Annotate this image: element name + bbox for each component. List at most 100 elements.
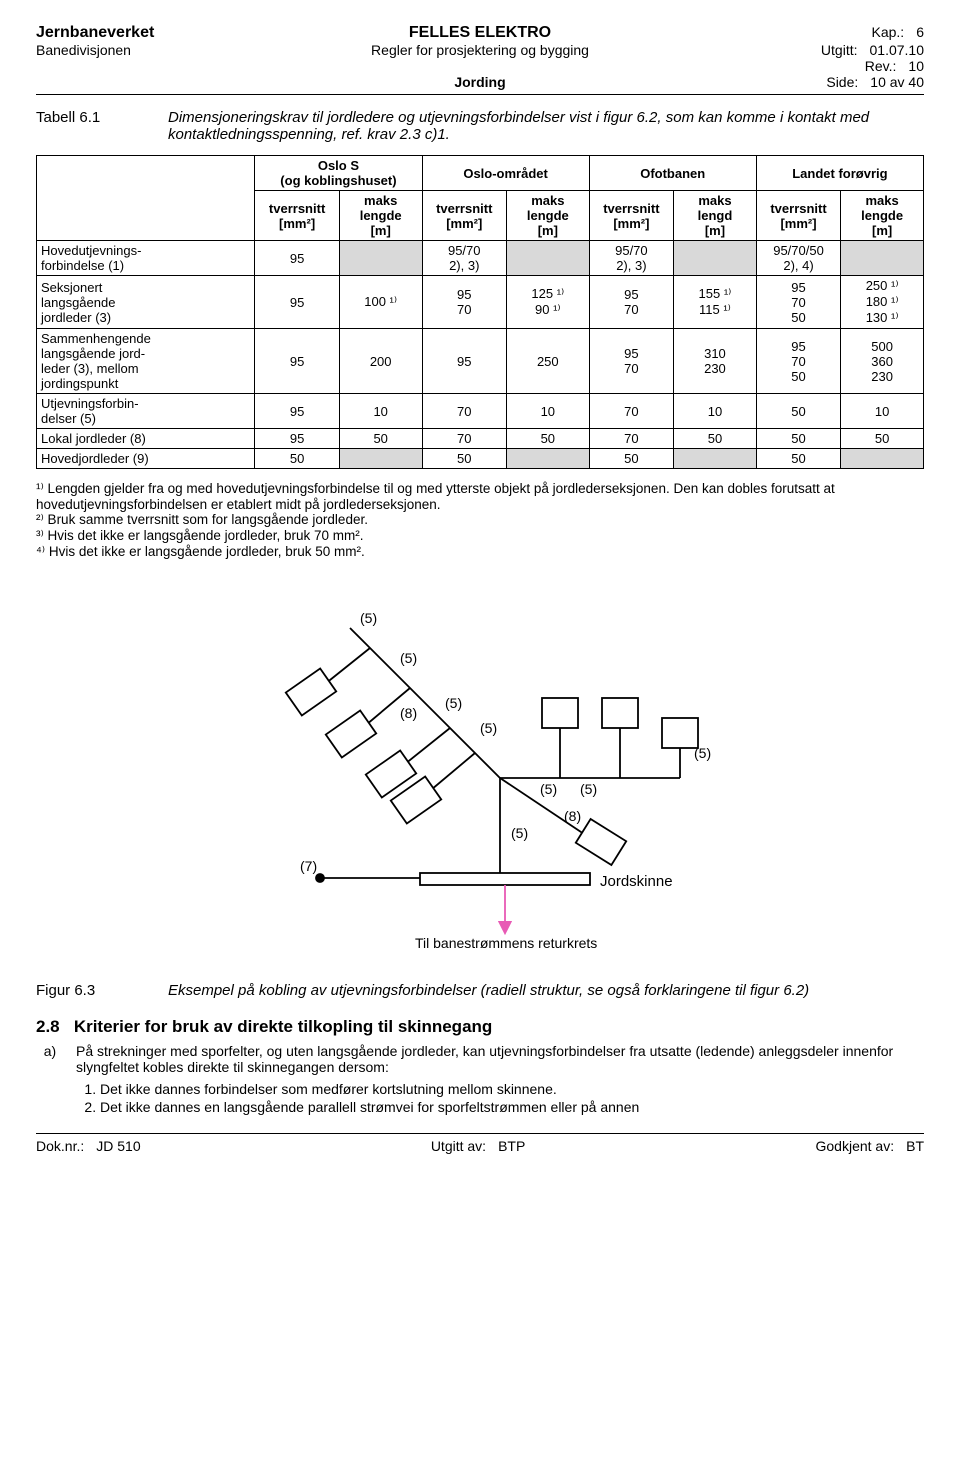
cell-1-3: 125 ¹⁾ 90 ¹⁾: [506, 276, 589, 329]
page-footer: Dok.nr.:JD 510 Utgitt av:BTP Godkjent av…: [36, 1133, 924, 1154]
diag-lbl-8: (8): [564, 808, 581, 824]
cell-4-6: 50: [756, 429, 840, 449]
cell-0-7: [841, 241, 924, 276]
org-name: Jernbaneverket: [36, 24, 154, 41]
section-heading: 2.8 Kriterier for bruk av direkte tilkop…: [36, 1017, 924, 1037]
row-head-0: Hovedutjevnings- forbindelse (1): [37, 241, 255, 276]
cell-3-1: 10: [339, 394, 422, 429]
cell-3-2: 70: [422, 394, 506, 429]
cell-5-4: 50: [589, 449, 673, 469]
diag-lbl-3: (5): [445, 695, 462, 711]
subcol-b-3: maks lengde [m]: [841, 191, 924, 241]
cell-2-4: 95 70: [589, 329, 673, 394]
kap-label: Kap.:: [872, 24, 905, 40]
cell-5-6: 50: [756, 449, 840, 469]
cell-2-7: 500 360 230: [841, 329, 924, 394]
cell-0-3: [506, 241, 589, 276]
wiring-diagram: (5) (5) (8) (5) (5) (5) (5) (5) (8) (5) …: [220, 578, 740, 958]
section-title: Jording: [454, 74, 505, 90]
subcol-b-2: maks lengd [m]: [674, 191, 757, 241]
cell-5-0: 50: [255, 449, 339, 469]
cell-1-4: 95 70: [589, 276, 673, 329]
footnote-1: ¹⁾ Lengden gjelder fra og med hovedutjev…: [36, 481, 924, 512]
clause-marker: a): [36, 1043, 64, 1117]
diag-lbl-5: (5): [540, 781, 557, 797]
cell-0-5: [674, 241, 757, 276]
godkjent-av-label: Godkjent av:: [816, 1138, 895, 1154]
cell-1-7: 250 ¹⁾ 180 ¹⁾ 130 ¹⁾: [841, 276, 924, 329]
main-title: FELLES ELEKTRO: [302, 24, 657, 42]
cell-3-7: 10: [841, 394, 924, 429]
cell-5-7: [841, 449, 924, 469]
subcol-a-1: tverrsnitt [mm²]: [422, 191, 506, 241]
diag-lbl-7: (5): [694, 745, 711, 761]
clause-body: På strekninger med sporfelter, og uten l…: [76, 1043, 893, 1075]
dok-label: Dok.nr.:: [36, 1138, 84, 1154]
cell-1-0: 95: [255, 276, 339, 329]
subcol-a-0: tverrsnitt [mm²]: [255, 191, 339, 241]
utgitt-av-label: Utgitt av:: [431, 1138, 486, 1154]
cell-1-6: 95 70 50: [756, 276, 840, 329]
cell-1-1: 100 ¹⁾: [339, 276, 422, 329]
dim-table: Oslo S (og koblingshuset) Oslo-området O…: [36, 155, 924, 469]
footnote-4: ⁴⁾ Hvis det ikke er langsgående jordlede…: [36, 544, 924, 560]
diag-lbl-4: (5): [480, 720, 497, 736]
utgitt-value: 01.07.10: [870, 42, 925, 58]
subcol-b-1: maks lengde [m]: [506, 191, 589, 241]
subtitle: Regler for prosjektering og bygging: [302, 42, 657, 58]
row-head-4: Lokal jordleder (8): [37, 429, 255, 449]
cell-5-2: 50: [422, 449, 506, 469]
diag-lbl-10: (7): [300, 858, 317, 874]
row-head-3: Utjevningsforbin- delser (5): [37, 394, 255, 429]
footnotes: ¹⁾ Lengden gjelder fra og med hovedutjev…: [36, 481, 924, 560]
cell-0-4: 95/70 2), 3): [589, 241, 673, 276]
footnote-2: ²⁾ Bruk samme tverrsnitt som for langsgå…: [36, 512, 924, 528]
cell-4-5: 50: [674, 429, 757, 449]
tabell-desc: Dimensjoneringskrav til jordledere og ut…: [168, 109, 924, 143]
figure-caption: Eksempel på kobling av utjevningsforbind…: [168, 982, 924, 999]
side-value: 10 av 40: [870, 74, 924, 90]
subcol-a-3: tverrsnitt [mm²]: [756, 191, 840, 241]
cell-0-1: [339, 241, 422, 276]
cell-2-5: 310 230: [674, 329, 757, 394]
cell-4-7: 50: [841, 429, 924, 449]
clause-item-1: Det ikke dannes forbindelser som medføre…: [100, 1081, 924, 1097]
cell-4-3: 50: [506, 429, 589, 449]
cell-2-0: 95: [255, 329, 339, 394]
rev-label: Rev.:: [865, 58, 897, 74]
diag-lbl-2: (8): [400, 705, 417, 721]
clause-item-2: Det ikke dannes en langsgående parallell…: [100, 1099, 924, 1115]
cell-3-0: 95: [255, 394, 339, 429]
cell-2-1: 200: [339, 329, 422, 394]
tabell-label: Tabell 6.1: [36, 109, 136, 126]
figure-label: Figur 6.3: [36, 982, 136, 999]
cell-2-6: 95 70 50: [756, 329, 840, 394]
diag-lbl-6: (5): [580, 781, 597, 797]
kap-value: 6: [916, 24, 924, 40]
cell-5-3: [506, 449, 589, 469]
cell-4-4: 70: [589, 429, 673, 449]
cell-5-5: [674, 449, 757, 469]
subcol-b-0: maks lengde [m]: [339, 191, 422, 241]
cell-4-2: 70: [422, 429, 506, 449]
cell-1-2: 95 70: [422, 276, 506, 329]
cell-4-1: 50: [339, 429, 422, 449]
cell-3-3: 10: [506, 394, 589, 429]
cell-2-3: 250: [506, 329, 589, 394]
colgroup-3: Landet forøvrig: [756, 156, 923, 191]
diag-lbl-9: (5): [511, 825, 528, 841]
colgroup-1: Oslo-området: [422, 156, 589, 191]
row-head-5: Hovedjordleder (9): [37, 449, 255, 469]
retur-label: Til banestrømmens returkrets: [415, 935, 597, 951]
row-head-1: Seksjonert langsgående jordleder (3): [37, 276, 255, 329]
colgroup-0: Oslo S (og koblingshuset): [255, 156, 422, 191]
cell-2-2: 95: [422, 329, 506, 394]
diag-lbl-1: (5): [400, 650, 417, 666]
dok-value: JD 510: [96, 1138, 140, 1154]
godkjent-av-value: BT: [906, 1138, 924, 1154]
jordskinne-label: Jordskinne: [600, 873, 673, 890]
utgitt-label: Utgitt:: [821, 42, 858, 58]
cell-3-5: 10: [674, 394, 757, 429]
cell-4-0: 95: [255, 429, 339, 449]
cell-3-6: 50: [756, 394, 840, 429]
